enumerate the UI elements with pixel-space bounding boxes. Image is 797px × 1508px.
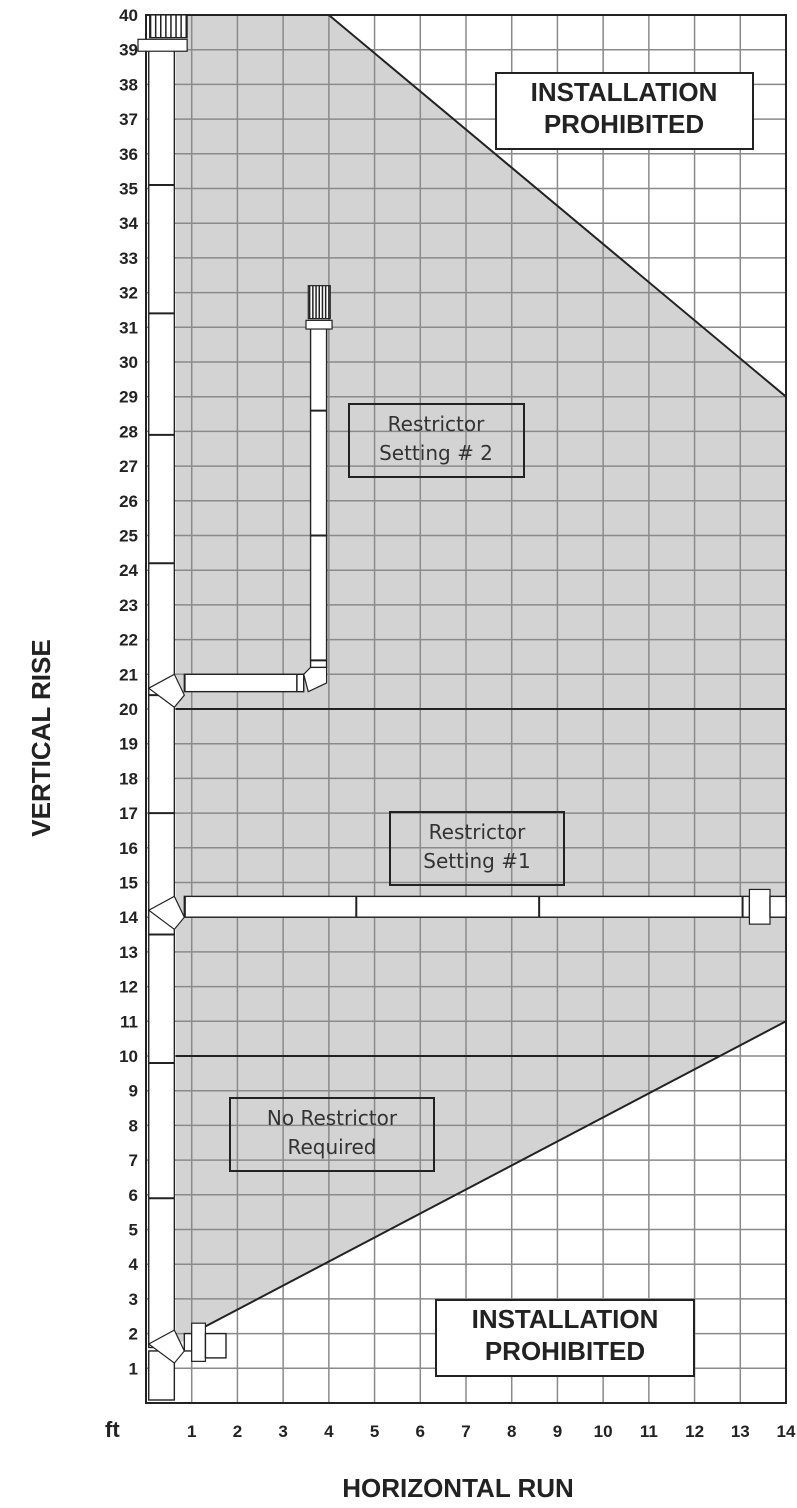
no-restrictor-line1: No Restrictor xyxy=(267,1106,398,1130)
x-axis-tick-labels: 1 2 3 4 5 6 7 8 9 10 11 12 13 14 xyxy=(187,1422,796,1441)
y-tick-label: 17 xyxy=(119,804,138,823)
horizontal-pipe-run-14ft xyxy=(183,895,751,918)
horizontal-pipe-run-21ft xyxy=(183,673,305,693)
secondary-vertical-pipe xyxy=(309,326,328,669)
y-tick-label: 1 xyxy=(129,1359,138,1378)
vent-pipe-drawings xyxy=(137,14,787,1401)
y-tick-label: 19 xyxy=(119,735,138,754)
y-tick-label: 2 xyxy=(129,1325,138,1344)
y-tick-label: 25 xyxy=(119,527,138,546)
x-tick-label: 4 xyxy=(324,1422,334,1441)
y-tick-label: 7 xyxy=(129,1151,138,1170)
y-tick-label: 3 xyxy=(129,1290,138,1309)
restrictor-1-line1: Restrictor xyxy=(429,820,526,844)
y-tick-label: 18 xyxy=(119,769,138,788)
cap2-base xyxy=(305,319,333,330)
y-tick-label: 36 xyxy=(119,145,138,164)
y-tick-label: 27 xyxy=(119,457,138,476)
y-tick-label: 20 xyxy=(119,700,138,719)
y-tick-label: 5 xyxy=(129,1221,138,1240)
prohibited-bottom-box xyxy=(435,1299,695,1377)
prohibited-bottom-line2: PROHIBITED xyxy=(485,1336,645,1366)
zone-boundary-lines xyxy=(175,14,787,1335)
termination-hood-14ft xyxy=(769,895,787,918)
y-axis-tick-labels: 1234567891011121314151617181920212223242… xyxy=(119,6,138,1378)
y-axis-title: VERTICAL RISE xyxy=(26,639,56,836)
x-tick-label: 3 xyxy=(278,1422,287,1441)
y-tick-label: 28 xyxy=(119,422,138,441)
main-cap-base xyxy=(137,38,188,52)
x-tick-label: 14 xyxy=(777,1422,796,1441)
y-tick-label: 11 xyxy=(120,1012,138,1031)
prohibited-top-box xyxy=(495,72,754,150)
y-tick-label: 6 xyxy=(129,1186,138,1205)
y-tick-label: 35 xyxy=(119,180,138,199)
termination-hood-2ft xyxy=(204,1332,227,1359)
x-tick-label: 1 xyxy=(187,1422,196,1441)
horizontal-pipe-run-2ft xyxy=(183,1332,193,1352)
y-tick-label: 12 xyxy=(119,978,138,997)
x-tick-label: 9 xyxy=(553,1422,562,1441)
secondary-termination-cap xyxy=(305,285,333,330)
main-termination-cap xyxy=(149,14,188,39)
y-tick-label: 34 xyxy=(119,214,138,233)
y-tick-label: 4 xyxy=(129,1255,139,1274)
restrictor-2-box xyxy=(348,403,525,478)
y-tick-label: 33 xyxy=(119,249,138,268)
x-tick-label: 5 xyxy=(370,1422,379,1441)
y-tick-label: 24 xyxy=(119,561,138,580)
restrictor-1-box xyxy=(389,811,565,886)
y-tick-label: 23 xyxy=(119,596,138,615)
wall-termination-14ft xyxy=(748,888,771,925)
prohibited-top-line2: PROHIBITED xyxy=(544,109,704,139)
x-axis-title: HORIZONTAL RUN xyxy=(342,1473,574,1503)
y-tick-label: 26 xyxy=(119,492,138,511)
lower-boundary-line xyxy=(191,1020,787,1335)
y-tick-label: 16 xyxy=(119,839,138,858)
y-tick-label: 15 xyxy=(119,874,138,893)
x-tick-label: 6 xyxy=(416,1422,425,1441)
upper-boundary-line xyxy=(328,14,787,398)
y-tick-label: 30 xyxy=(119,353,138,372)
y-axis-unit-label: ft xyxy=(105,1417,120,1442)
y-tick-label: 8 xyxy=(129,1116,138,1135)
y-tick-label: 21 xyxy=(119,665,138,684)
x-tick-label: 12 xyxy=(685,1422,704,1441)
x-tick-label: 13 xyxy=(731,1422,750,1441)
elbow-fitting xyxy=(147,673,186,709)
x-tick-label: 8 xyxy=(507,1422,516,1441)
y-tick-label: 10 xyxy=(119,1047,138,1066)
prohibited-bottom-line1: INSTALLATION xyxy=(472,1304,659,1334)
prohibited-top-line1: INSTALLATION xyxy=(531,77,718,107)
y-tick-label: 31 xyxy=(119,318,138,337)
upper-elbow-fitting xyxy=(303,666,328,693)
y-tick-label: 32 xyxy=(119,284,138,303)
y-tick-label: 9 xyxy=(129,1082,138,1101)
y-tick-label: 38 xyxy=(119,75,138,94)
main-cap-body xyxy=(149,14,188,39)
restrictor-1-line2: Setting #1 xyxy=(423,849,530,873)
no-restrictor-box xyxy=(229,1097,435,1172)
y-tick-label: 37 xyxy=(119,110,138,129)
y-tick-label: 22 xyxy=(119,631,138,650)
x-tick-label: 2 xyxy=(233,1422,242,1441)
no-restrictor-line2: Required xyxy=(287,1135,376,1159)
x-tick-label: 10 xyxy=(594,1422,613,1441)
y-tick-label: 40 xyxy=(119,6,138,25)
restrictor-2-line2: Setting # 2 xyxy=(379,441,493,465)
x-tick-label: 7 xyxy=(461,1422,470,1441)
wall-termination-2ft xyxy=(191,1322,207,1362)
y-tick-label: 14 xyxy=(119,908,138,927)
y-tick-label: 39 xyxy=(119,41,138,60)
y-tick-label: 29 xyxy=(119,388,138,407)
y-tick-label: 13 xyxy=(119,943,138,962)
restrictor-2-line1: Restrictor xyxy=(388,412,485,436)
x-tick-label: 11 xyxy=(640,1422,658,1441)
